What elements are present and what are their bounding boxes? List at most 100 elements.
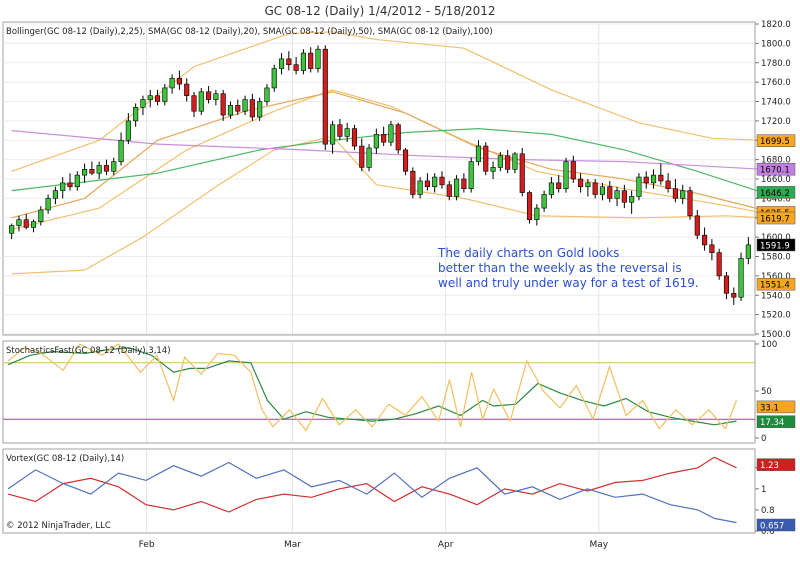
candle-down <box>461 178 467 189</box>
candle-up <box>118 139 124 162</box>
candle-up <box>454 178 460 197</box>
candle-up <box>512 153 518 170</box>
candle-up <box>9 225 15 234</box>
candle-up <box>388 124 394 143</box>
candle-down <box>176 77 182 85</box>
stochastics-k-value: 33.1 <box>760 403 779 413</box>
candle-down <box>578 178 584 188</box>
x-tick-label-may: May <box>590 540 609 550</box>
price-tag-value-tag <box>756 134 796 147</box>
candle-up <box>330 124 336 145</box>
candle-down <box>206 91 212 100</box>
candle-up <box>38 209 44 222</box>
x-tick-label-apr: Apr <box>438 540 454 550</box>
candle-down <box>191 95 197 112</box>
candle-up <box>162 87 168 102</box>
last-price-value-tag <box>756 238 796 252</box>
price-tick-label: 1680.0 <box>761 156 791 166</box>
price-tick-label: 1720.0 <box>761 117 791 127</box>
stochastics-d-line <box>7 347 737 426</box>
stochastics-panel <box>2 340 756 444</box>
candle-up <box>198 91 204 112</box>
candle-up <box>614 190 620 199</box>
bollinger-lower-line <box>11 135 763 275</box>
candle-up <box>82 169 88 176</box>
candle-down <box>702 234 708 246</box>
stochastics-panel-label: StochasticsFast(GC 08-12 (Daily),3,14) <box>6 346 171 356</box>
candle-up <box>563 161 569 189</box>
candle-up <box>432 176 438 188</box>
candle-down <box>607 186 613 199</box>
candle-down <box>658 174 664 182</box>
price-tick-label: 1800.0 <box>761 39 791 49</box>
candle-down <box>322 48 328 145</box>
candle-up <box>344 128 350 137</box>
candle-down <box>359 145 365 168</box>
vortex-minus-line <box>7 461 737 524</box>
candle-down <box>395 124 401 151</box>
candle-down <box>446 184 452 197</box>
candle-down <box>220 93 226 116</box>
candle-up <box>257 101 263 118</box>
candle-up <box>213 93 219 100</box>
sma50-line <box>11 127 764 194</box>
vortex-tick-label: 1 <box>761 485 766 495</box>
price-tag-value: 1551.4 <box>760 281 790 291</box>
price-tag-value-tag <box>756 211 796 225</box>
candle-down <box>184 83 190 96</box>
price-tick-label: 1540.0 <box>761 291 791 301</box>
vortex-minus-value-tag <box>756 518 796 532</box>
candle-down <box>731 293 737 298</box>
candle-up <box>745 244 751 259</box>
candle-up <box>74 174 80 188</box>
candle-up <box>242 99 248 112</box>
candle-down <box>665 180 671 189</box>
vortex-plus-value-tag <box>756 458 796 471</box>
price-tag-value-tag <box>756 277 796 291</box>
vortex-tick-label: 0.6 <box>761 527 775 537</box>
candle-down <box>286 58 292 65</box>
candle-down <box>154 95 161 102</box>
candle-down <box>694 215 700 236</box>
price-tag-value: 1619.7 <box>760 215 790 225</box>
candle-down <box>526 192 533 220</box>
candle-down <box>337 124 343 137</box>
candle-up <box>227 105 234 116</box>
candle-down <box>235 105 241 112</box>
price-tick-label: 1820.0 <box>761 20 791 30</box>
sma20-line <box>11 91 764 219</box>
price-tick-label: 1520.0 <box>761 311 791 321</box>
candle-up <box>599 186 606 195</box>
candle-up <box>278 58 285 69</box>
candle-down <box>723 275 730 294</box>
price-tick-label: 1580.0 <box>761 253 791 263</box>
stochastics-d-value-tag <box>756 415 796 428</box>
price-tag-value: 1670.1 <box>760 166 790 176</box>
candle-up <box>45 198 51 211</box>
candle-up <box>366 147 372 168</box>
candle-down <box>519 153 525 193</box>
candle-down <box>103 165 110 172</box>
candle-up <box>585 182 591 188</box>
sma100-line <box>11 130 763 170</box>
candle-down <box>439 176 445 186</box>
candle-up <box>169 77 175 89</box>
chart-title: GC 08-12 (Daily) 1/4/2012 - 5/18/2012 <box>264 4 495 18</box>
candle-up <box>111 161 117 172</box>
vortex-plus-line <box>7 456 737 513</box>
candle-down <box>687 190 693 217</box>
candle-up <box>96 165 102 174</box>
candle-down <box>505 155 511 170</box>
candle-up <box>147 95 153 100</box>
candle-up <box>373 134 379 149</box>
candle-up <box>541 194 547 209</box>
candle-down <box>23 219 29 228</box>
x-tick-label-feb: Feb <box>139 540 155 550</box>
vortex-plus-value: 1.23 <box>760 461 779 471</box>
candle-up <box>133 107 139 122</box>
candle-down <box>402 149 409 172</box>
stochastics-tick-label: 50 <box>761 387 772 397</box>
candle-down <box>716 252 722 277</box>
candle-down <box>381 134 387 143</box>
